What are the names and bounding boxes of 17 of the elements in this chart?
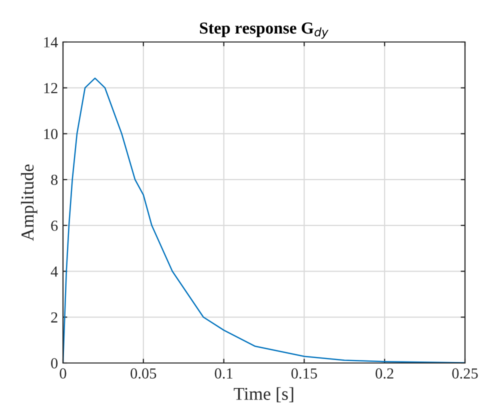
x-axis-title: Time [s] [234, 387, 294, 402]
x-tick-label: 0.25 [452, 368, 478, 379]
chart-title: Step response G$_{dy}$ [200, 22, 328, 39]
y-tick-label: 2 [51, 312, 58, 322]
y-tick-label: 8 [51, 174, 58, 186]
y-tick-label: 4 [50, 266, 58, 277]
x-tick-label: 0.1 [214, 368, 232, 379]
y-axis-title: Amplitude [20, 164, 38, 241]
y-tick-label: 10 [44, 128, 58, 140]
x-tick-label: 0.2 [376, 368, 394, 379]
y-tick-label: 6 [51, 220, 58, 231]
x-tick-label: 0.05 [130, 368, 156, 379]
y-tick-label: 0 [51, 358, 58, 368]
x-tick-label: 0.15 [291, 368, 317, 379]
y-tick-label: 12 [44, 83, 58, 94]
y-tick-label: 14 [44, 37, 58, 48]
x-tick-label: 0 [60, 368, 66, 379]
